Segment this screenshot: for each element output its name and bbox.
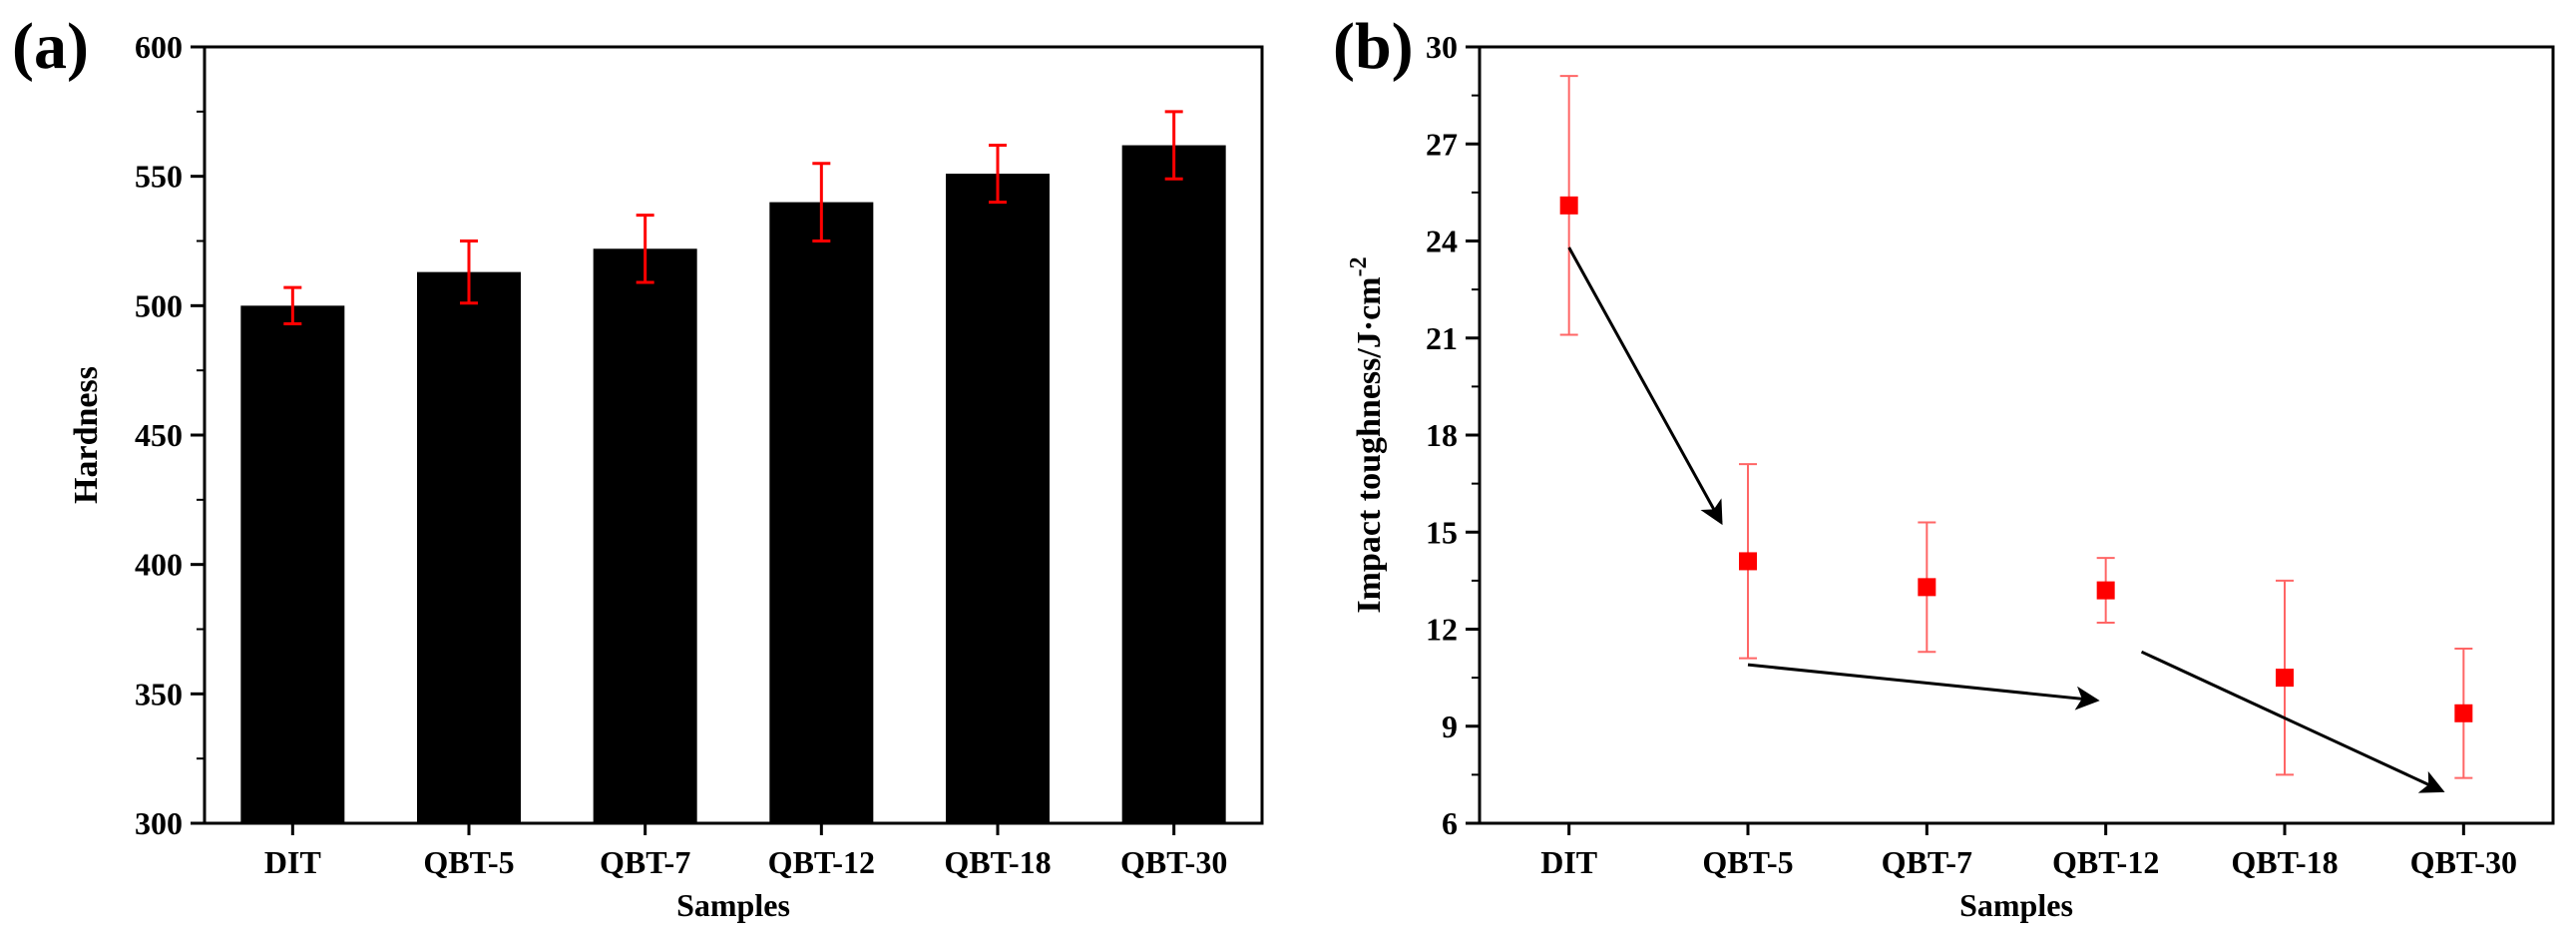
y-axis-title: Hardness: [68, 366, 105, 504]
data-point: [2096, 581, 2115, 600]
bar: [946, 174, 1050, 823]
y-tick-label: 550: [135, 159, 183, 195]
y-tick-label: 21: [1426, 320, 1458, 356]
y-tick-label: 450: [135, 417, 183, 453]
x-tick-label: DIT: [1540, 844, 1597, 880]
data-point: [1918, 578, 1936, 597]
y-tick-label: 24: [1426, 224, 1458, 259]
data-point: [1559, 196, 1578, 215]
y-tick-label: 400: [135, 547, 183, 583]
bar: [769, 202, 874, 824]
y-axis-title-main: Impact toughness/J·cm: [1351, 276, 1388, 613]
x-tick-label: QBT-7: [600, 844, 690, 880]
x-tick-label: QBT-5: [1702, 844, 1793, 880]
data-point: [2276, 669, 2294, 688]
y-tick-label: 12: [1426, 612, 1458, 648]
trend-arrow: [2140, 650, 2445, 793]
y-tick-label: 9: [1442, 709, 1458, 744]
x-tick-label: QBT-30: [2410, 844, 2517, 880]
data-point: [1739, 552, 1757, 571]
x-tick-label: QBT-12: [2052, 844, 2159, 880]
x-axis-title: Samples: [676, 887, 790, 923]
bar: [240, 305, 345, 823]
y-tick-label: 15: [1426, 514, 1458, 550]
y-axis-title: Impact toughness/J·cm-2: [1346, 256, 1388, 613]
plot-frame: [1478, 45, 2555, 825]
panel-label: (b): [1333, 10, 1414, 83]
x-tick-label: QBT-7: [1882, 844, 1972, 880]
y-tick-label: 600: [135, 29, 183, 65]
bar: [417, 271, 521, 823]
impact-toughness-chart-svg: 6 9 12 15 18 21 24 27 30 DIT QBT-5 QBT-7 QBT-12 QBT-1…: [1333, 10, 2555, 923]
y-tick-label: 18: [1426, 417, 1458, 453]
hardness-chart-svg: 300 350 400 450 500 550 600 DIT QBT-5 QBT-7 QBT-12…: [12, 10, 1264, 923]
x-tick-label: QBT-18: [944, 844, 1051, 880]
x-tick-label: QBT-12: [768, 844, 875, 880]
y-tick-label: 350: [135, 676, 183, 711]
y-tick-label: 300: [135, 805, 183, 841]
bar: [593, 248, 697, 823]
trend-arrow: [1747, 663, 2100, 710]
y-axis-title-superscript: -2: [1346, 256, 1372, 276]
trend-arrow: [1567, 246, 1723, 526]
y-tick-label: 500: [135, 287, 183, 323]
plot-frame: [203, 45, 1264, 825]
x-axis-title: Samples: [1959, 887, 2073, 923]
bar: [1121, 145, 1226, 824]
panel-label: (a): [12, 10, 89, 83]
hardness-chart: 300 350 400 450 500 550 600 DIT QBT-5 QBT-7 QBT-12…: [12, 10, 1264, 923]
x-tick-label: QBT-5: [423, 844, 514, 880]
y-tick-label: 6: [1442, 805, 1458, 841]
y-tick-label: 30: [1426, 29, 1458, 65]
impact-toughness-chart: 6 9 12 15 18 21 24 27 30 DIT QBT-5 QBT-7 QBT-12 QBT-1…: [1288, 0, 2576, 946]
y-tick-label: 27: [1426, 126, 1458, 162]
data-point: [2454, 704, 2473, 722]
x-tick-label: QBT-30: [1120, 844, 1227, 880]
x-tick-label: DIT: [264, 844, 321, 880]
x-tick-label: QBT-18: [2231, 844, 2338, 880]
